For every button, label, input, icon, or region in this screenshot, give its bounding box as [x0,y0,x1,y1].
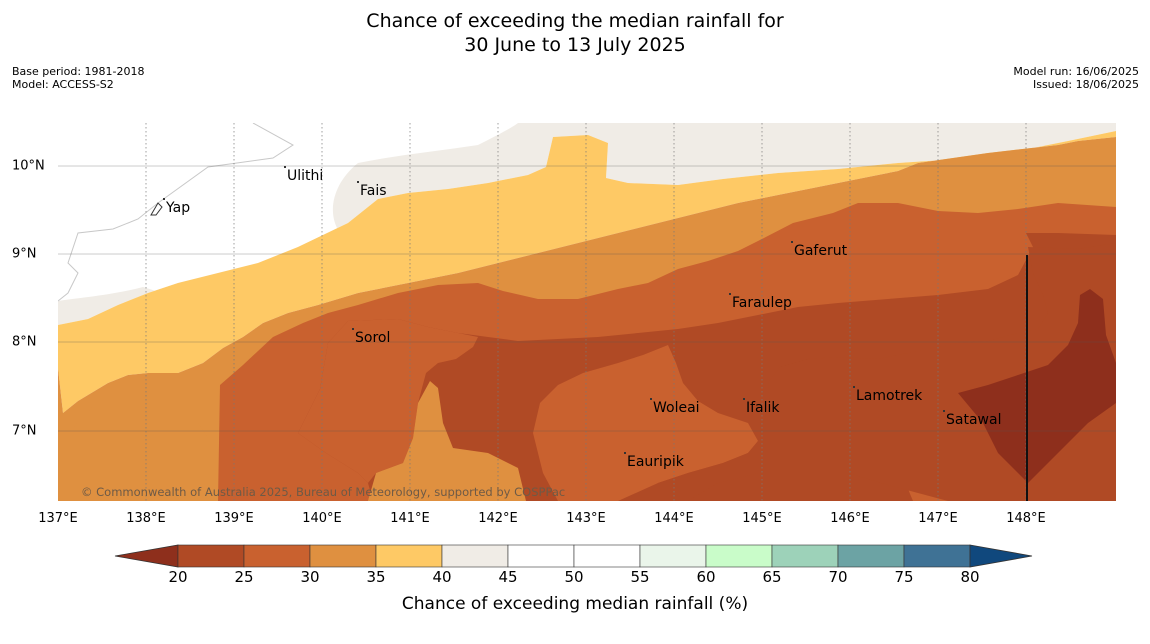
place-satawal: Satawal [942,410,1002,428]
colorbar-tick-35: 35 [366,568,386,586]
colorbar-tick-45: 45 [498,568,518,586]
map-panel: Yap Ulithi Fais Gaferut Faraulep Sorol W… [58,123,1116,501]
colorbar-tick-30: 30 [300,568,320,586]
y-tick-7n: 7°N [12,423,37,439]
colorbar-tick-60: 60 [696,568,716,586]
colorbar-segment-75-80 [903,544,971,568]
colorbar-tick-75: 75 [894,568,914,586]
title-line-2: 30 June to 13 July 2025 [464,34,686,56]
coastline-north [58,123,294,302]
x-tick-140: 140°E [302,511,342,526]
place-lamotrek: Lamotrek [852,386,923,404]
base-period: Base period: 1981-2018 [12,65,145,78]
colorbar-segment-50-55 [573,544,641,568]
x-tick-141: 141°E [390,511,430,526]
meta-left: Base period: 1981-2018 Model: ACCESS-S2 [12,65,144,91]
colorbar-segment-60-65 [705,544,773,568]
colorbar-segment-65-70 [771,544,839,568]
title-line-1: Chance of exceeding the median rainfall … [366,10,784,32]
band-25-30-west [298,319,478,483]
x-tick-138: 138°E [126,511,166,526]
meta-right: Model run: 16/06/2025 Issued: 18/06/2025 [1013,65,1139,91]
colorbar-segment-30-35 [309,544,377,568]
issued-date: Issued: 18/06/2025 [1032,78,1139,91]
band-35-40 [58,131,1116,413]
x-tick-142: 142°E [478,511,518,526]
colorbar-tick-50: 50 [564,568,584,586]
place-sorol: Sorol [351,328,391,346]
colorbar-tick-25: 25 [234,568,254,586]
place-ifalik: Ifalik [743,398,780,416]
x-tick-146: 146°E [830,511,870,526]
x-tick-145: 145°E [742,511,782,526]
colorbar-segment-70-75 [837,544,905,568]
map-title: Chance of exceeding the median rainfall … [0,9,1150,57]
colorbar-segment-40-45 [441,544,509,568]
band-30-35-pocket [58,381,218,501]
place-gaferut: Gaferut [790,241,848,259]
colorbar-segment-25-30 [243,544,311,568]
colorbar-tick-20: 20 [168,568,188,586]
y-tick-10n: 10°N [12,158,45,174]
x-tick-144: 144°E [654,511,694,526]
x-tick-139: 139°E [214,511,254,526]
model-run: Model run: 16/06/2025 [1013,65,1139,78]
place-ulithi: Ulithi [283,166,324,184]
coastline-yap [150,202,163,216]
band-under-20-core [958,289,1116,483]
band-30-35-pocket-3 [368,381,526,501]
place-faraulep: Faraulep [729,293,792,311]
colorbar-tick-65: 65 [762,568,782,586]
x-tick-147: 147°E [918,511,958,526]
colorbar [114,544,1033,568]
colorbar-segment-55-60 [639,544,707,568]
colorbar-tick-55: 55 [630,568,650,586]
colorbar-extend-low [114,544,179,568]
colorbar-segment-45-50 [507,544,575,568]
x-tick-148: 148°E [1006,511,1046,526]
colorbar-tick-40: 40 [432,568,452,586]
map-svg [58,123,1116,501]
band-40-45 [58,123,1116,325]
colorbar-extend-high [969,544,1033,568]
place-woleai: Woleai [650,398,700,416]
colorbar-segment-20-25 [177,544,245,568]
copyright-notice: © Commonwealth of Australia 2025, Bureau… [81,485,566,499]
colorbar-tick-70: 70 [828,568,848,586]
band-25-30-center [533,345,758,501]
x-tick-143: 143°E [566,511,606,526]
y-tick-8n: 8°N [12,334,37,350]
y-tick-9n: 9°N [12,246,37,262]
lat-lines [58,165,1116,432]
colorbar-label: Chance of exceeding median rainfall (%) [401,594,749,614]
place-eauripik: Eauripik [624,452,684,470]
model-name: Model: ACCESS-S2 [12,78,114,91]
x-tick-137: 137°E [38,511,78,526]
colorbar-segment-35-40 [375,544,443,568]
place-fais: Fais [357,181,387,199]
place-yap: Yap [162,198,191,216]
colorbar-tick-80: 80 [960,568,980,586]
